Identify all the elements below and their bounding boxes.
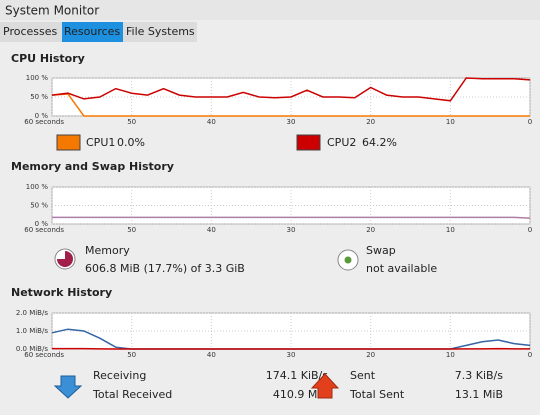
- legend-label: CPU1: [86, 136, 115, 149]
- y-tick-label: 0.0 MiB/s: [16, 345, 49, 353]
- x-tick-label: 30: [287, 351, 296, 359]
- section-title: CPU History: [11, 52, 85, 65]
- tab-label[interactable]: Resources: [64, 25, 120, 38]
- total: 13.1 MiB: [455, 388, 503, 401]
- x-tick-label: 20: [366, 118, 375, 126]
- x-tick-label: 30: [287, 118, 296, 126]
- data-line: [52, 217, 530, 218]
- x-tick-label: 40: [207, 226, 216, 234]
- legend-value: 0.0%: [117, 136, 145, 149]
- x-tick-label: 10: [446, 118, 455, 126]
- legend-label: CPU2: [327, 136, 356, 149]
- section-title: Network History: [11, 286, 112, 299]
- detail: 606.8 MiB (17.7%) of 3.3 GiB: [85, 262, 245, 275]
- x-tick-label: 0: [528, 118, 532, 126]
- x-tick-label: 20: [366, 226, 375, 234]
- window-title: System Monitor: [5, 4, 99, 18]
- y-tick-label: 100 %: [26, 183, 49, 191]
- x-tick-label: 40: [207, 351, 216, 359]
- color-swatch[interactable]: [297, 135, 320, 150]
- label: Receiving: [93, 369, 146, 382]
- x-tick-label: 10: [446, 226, 455, 234]
- y-tick-label: 50 %: [30, 202, 48, 210]
- rate: 7.3 KiB/s: [455, 369, 504, 382]
- label: Swap: [366, 244, 396, 257]
- swap-icon-dot: [345, 257, 352, 264]
- color-swatch[interactable]: [57, 135, 80, 150]
- x-tick-label: 10: [446, 351, 455, 359]
- tab-label[interactable]: Processes: [3, 25, 57, 38]
- x-tick-label: 20: [366, 351, 375, 359]
- y-tick-label: 0 %: [35, 112, 49, 120]
- label: Sent: [350, 369, 376, 382]
- x-tick-label: 40: [207, 118, 216, 126]
- y-tick-label: 1.0 MiB/s: [16, 327, 49, 335]
- x-tick-label: 30: [287, 226, 296, 234]
- y-tick-label: 100 %: [26, 74, 49, 82]
- detail: not available: [366, 262, 437, 275]
- section-title: Memory and Swap History: [11, 160, 174, 173]
- tab-label[interactable]: File Systems: [126, 25, 195, 38]
- label: Total Received: [92, 388, 172, 401]
- x-tick-label: 0: [528, 351, 532, 359]
- y-tick-label: 50 %: [30, 93, 48, 101]
- label: Memory: [85, 244, 130, 257]
- legend-value: 64.2%: [362, 136, 397, 149]
- x-tick-label: 0: [528, 226, 532, 234]
- x-tick-label: 50: [127, 351, 136, 359]
- receive-icon: [55, 376, 81, 398]
- x-tick-label: 50: [127, 226, 136, 234]
- x-tick-label: 50: [127, 118, 136, 126]
- y-tick-label: 2.0 MiB/s: [16, 309, 49, 317]
- label: Total Sent: [349, 388, 405, 401]
- y-tick-label: 0 %: [35, 220, 49, 228]
